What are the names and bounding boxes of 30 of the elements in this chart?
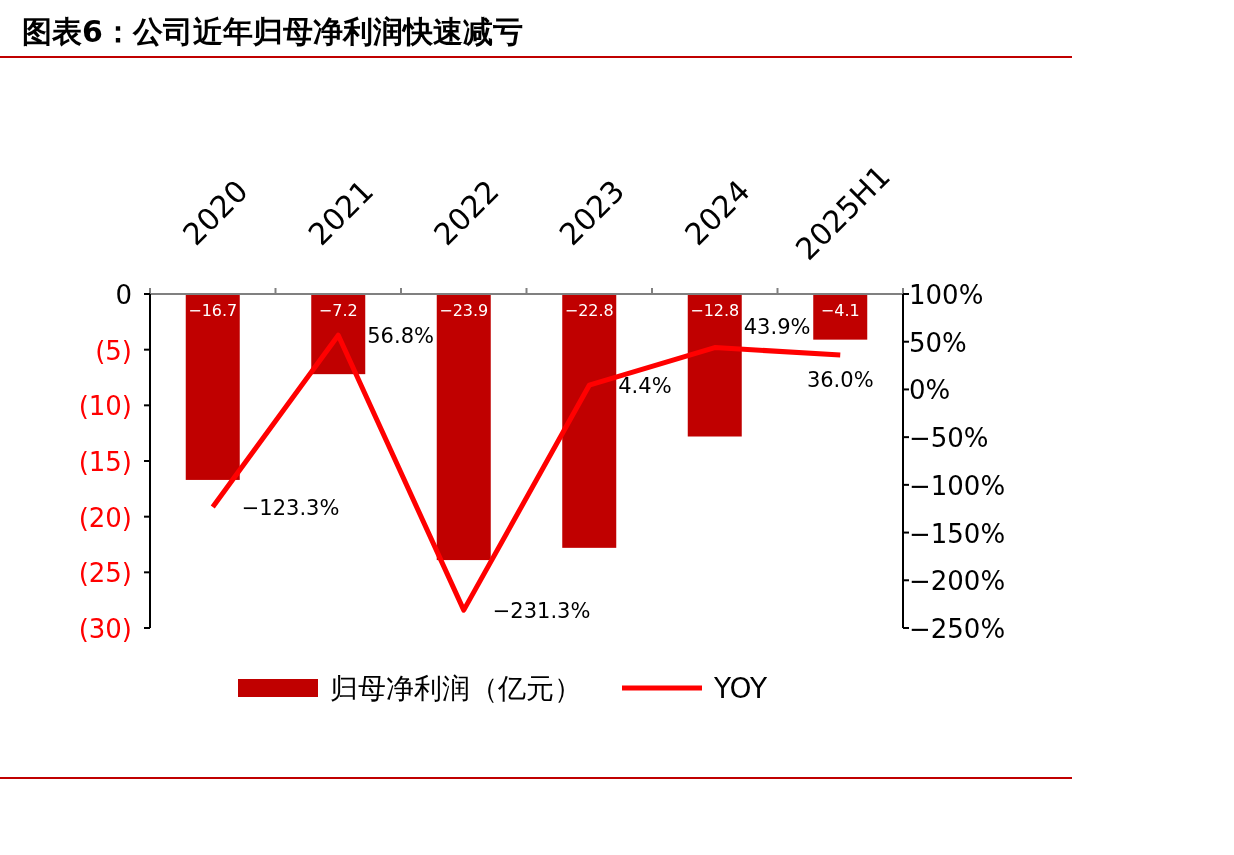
y2-tick-label: −50% <box>909 423 989 454</box>
y2-tick-label: −150% <box>909 518 1006 549</box>
y-tick-label: (15) <box>78 447 132 477</box>
data-label: 56.8% <box>367 324 434 349</box>
y2-tick-label: 100% <box>909 280 984 310</box>
data-label: −123.3% <box>241 496 340 521</box>
data-label: 36.0% <box>806 368 874 393</box>
data-label: −22.8 <box>564 301 614 320</box>
legend-label: 归母净利润（亿元） <box>330 672 582 705</box>
data-label: −7.2 <box>318 301 358 320</box>
chart-title: 图表6：公司近年归母净利润快速减亏 <box>22 14 523 49</box>
y-tick-label: (10) <box>78 391 132 422</box>
y2-tick-label: 50% <box>909 327 967 358</box>
y-tick-label: 0 <box>115 280 132 310</box>
y2-tick-label: −100% <box>909 470 1006 501</box>
data-label: −231.3% <box>492 599 591 624</box>
data-label: −12.8 <box>690 301 740 320</box>
data-label: −16.7 <box>188 301 238 320</box>
data-label: 4.4% <box>618 374 672 399</box>
y-tick-label: (5) <box>95 335 132 366</box>
data-label: 43.9% <box>743 314 811 339</box>
data-label: −23.9 <box>439 301 489 320</box>
y-tick-label: (20) <box>78 502 132 533</box>
y-tick-label: (30) <box>78 614 132 644</box>
y2-tick-label: −200% <box>909 566 1006 597</box>
y2-tick-label: −250% <box>909 614 1006 644</box>
legend-label: YOY <box>713 672 769 705</box>
data-label: −4.1 <box>820 301 860 320</box>
y2-tick-label: 0% <box>909 375 951 406</box>
y-tick-label: (25) <box>78 558 132 589</box>
